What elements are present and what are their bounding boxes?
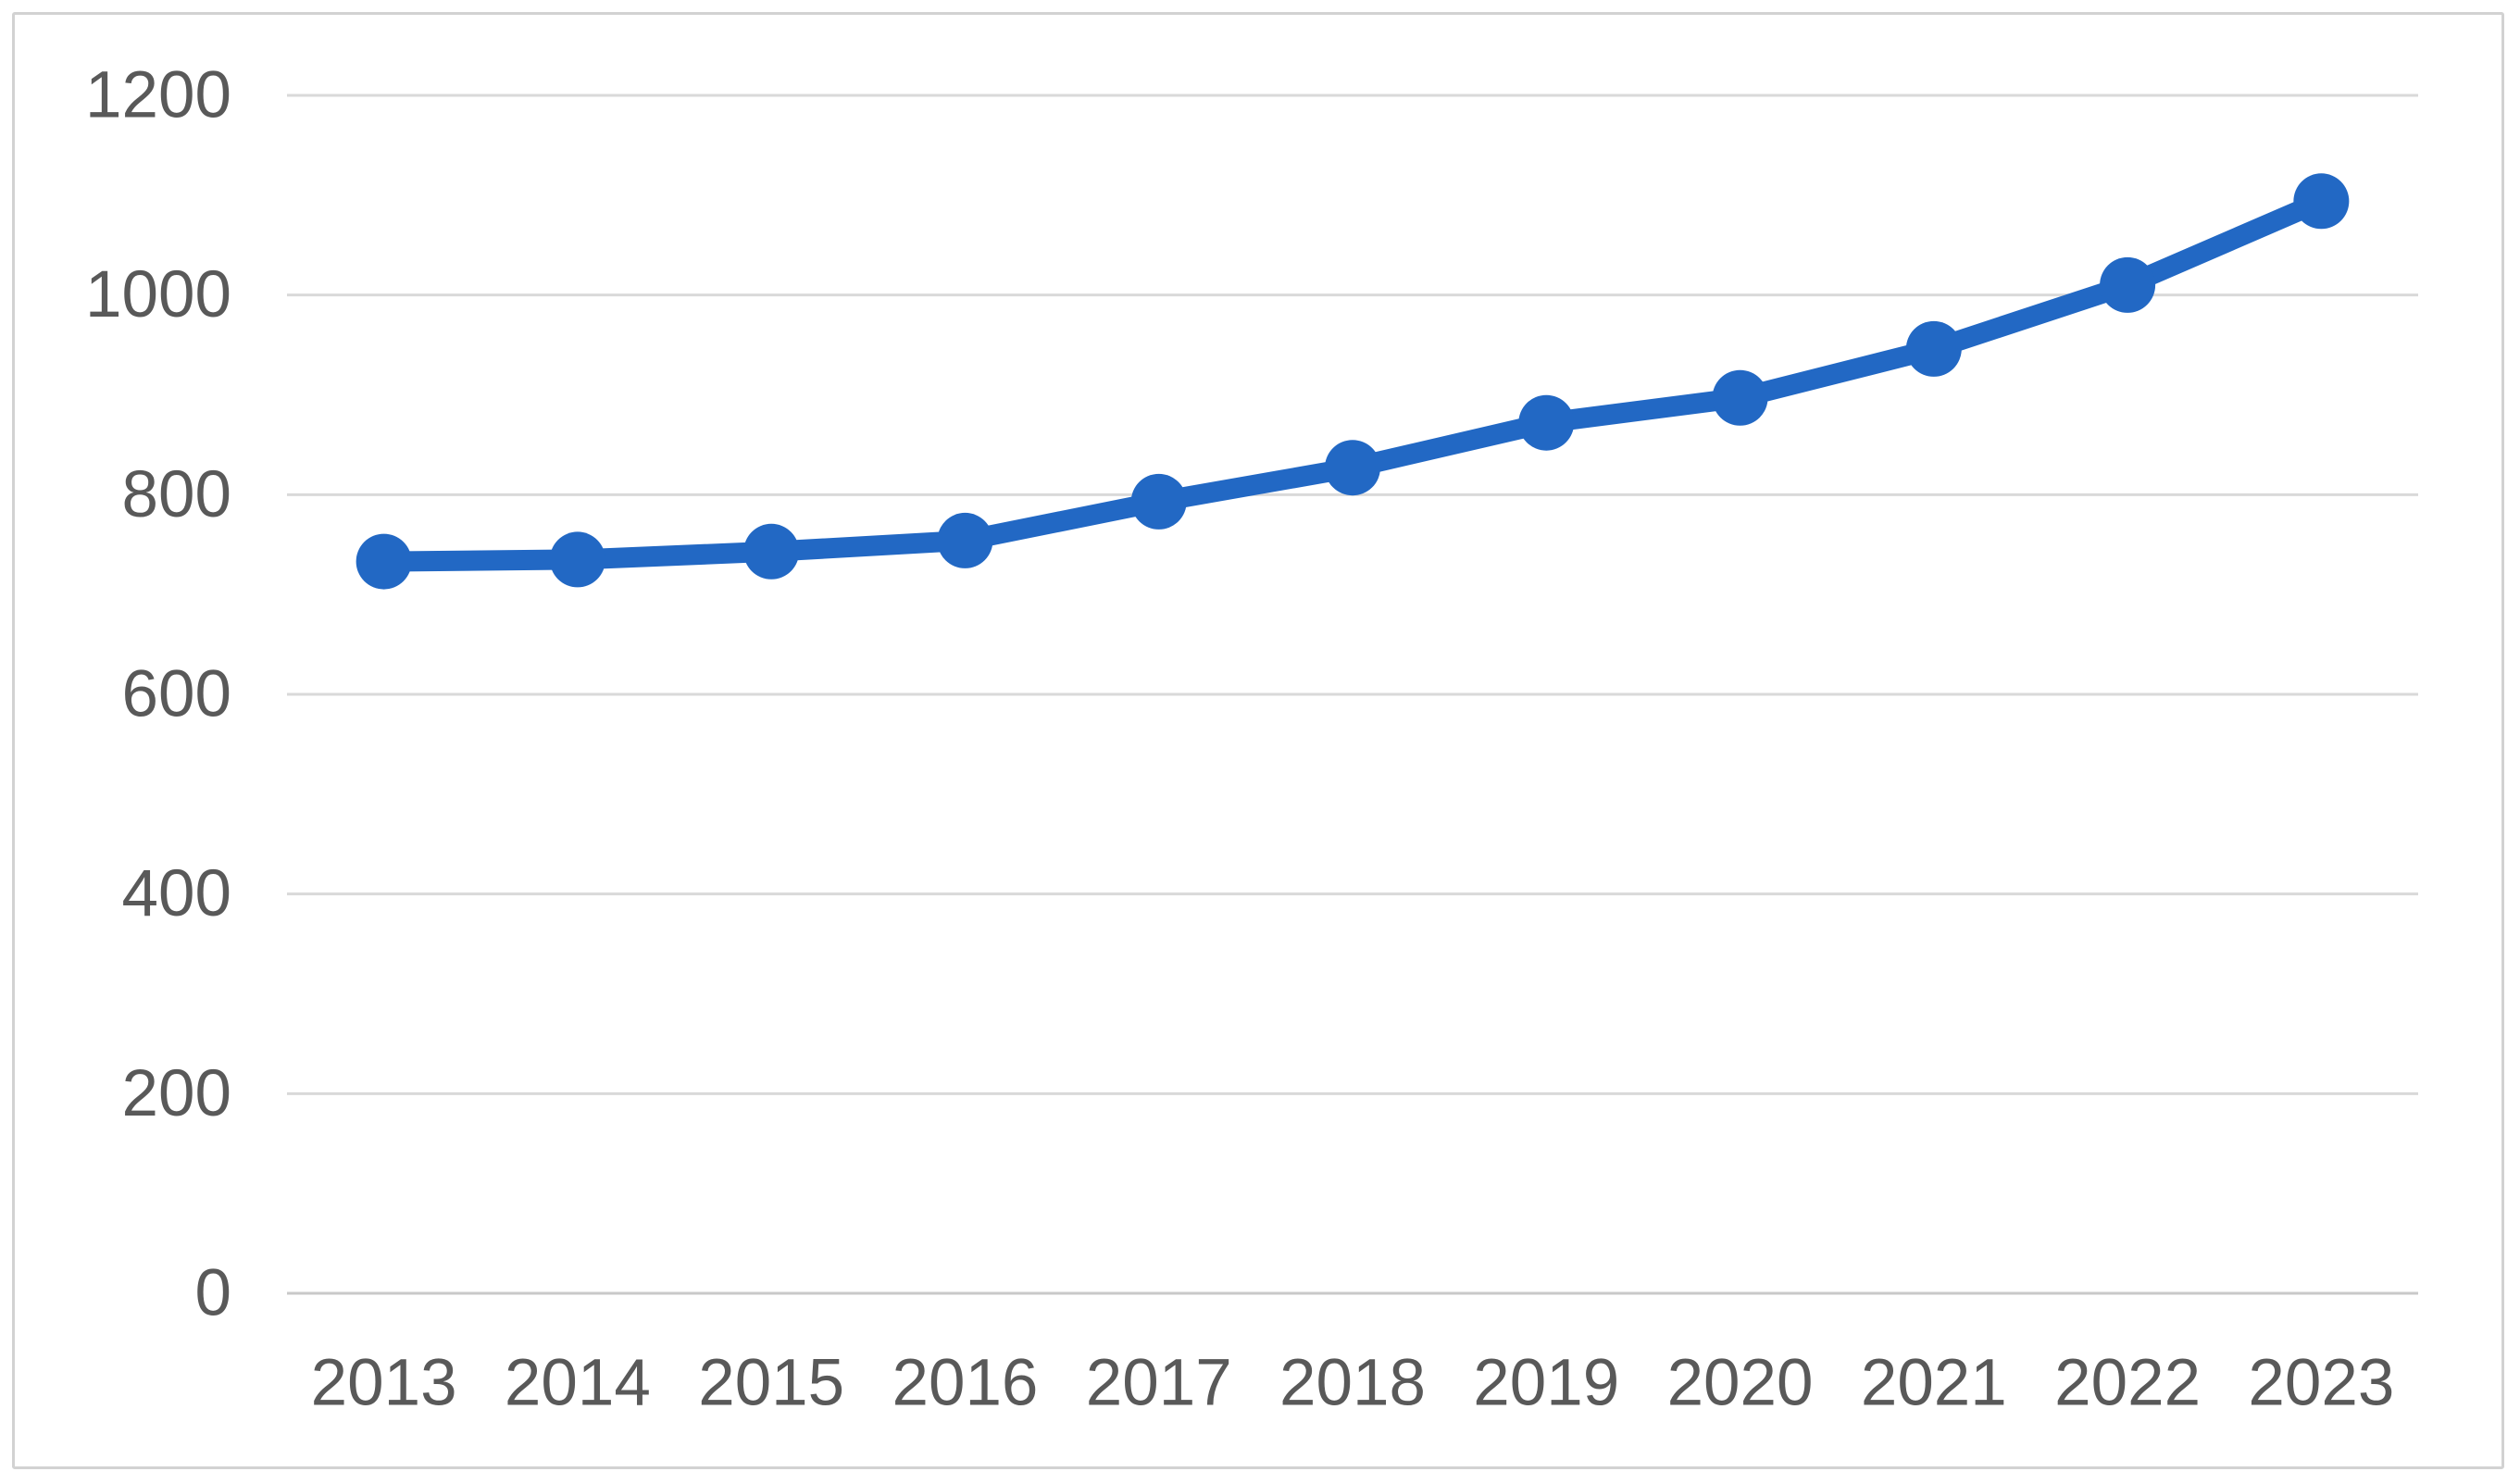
x-tick-label: 2021 [1861,1347,2007,1420]
data-point-marker [1325,440,1380,496]
x-tick-label: 2019 [1473,1347,1619,1420]
x-tick-label: 2016 [892,1347,1038,1420]
data-point-marker [937,512,993,568]
x-tick-label: 2018 [1279,1347,1426,1420]
data-point-marker [2293,173,2350,230]
y-tick-label: 1200 [85,59,231,132]
data-point-marker [1518,394,1575,451]
y-tick-label: 1000 [85,258,231,331]
x-tick-label: 2020 [1667,1347,1814,1420]
data-point-marker [1130,473,1187,530]
y-tick-label: 200 [122,1057,231,1130]
x-tick-label: 2013 [311,1347,457,1420]
x-tick-label: 2015 [698,1347,844,1420]
data-point-marker [549,531,605,588]
data-point-marker [1712,369,1768,426]
y-tick-label: 0 [195,1257,232,1330]
y-tick-label: 800 [122,458,231,531]
data-point-marker [1905,320,1962,377]
chart-area-frame [12,12,2504,1469]
x-tick-label: 2014 [505,1347,651,1420]
data-point-marker [743,523,800,580]
series-line [373,191,2332,572]
x-tick-label: 2023 [2248,1347,2394,1420]
data-point-marker [356,533,412,590]
y-tick-label: 400 [122,857,231,930]
y-tick-label: 600 [122,658,231,731]
x-tick-label: 2022 [2054,1347,2201,1420]
x-tick-label: 2017 [1086,1347,1232,1420]
data-point-marker [2100,256,2156,313]
